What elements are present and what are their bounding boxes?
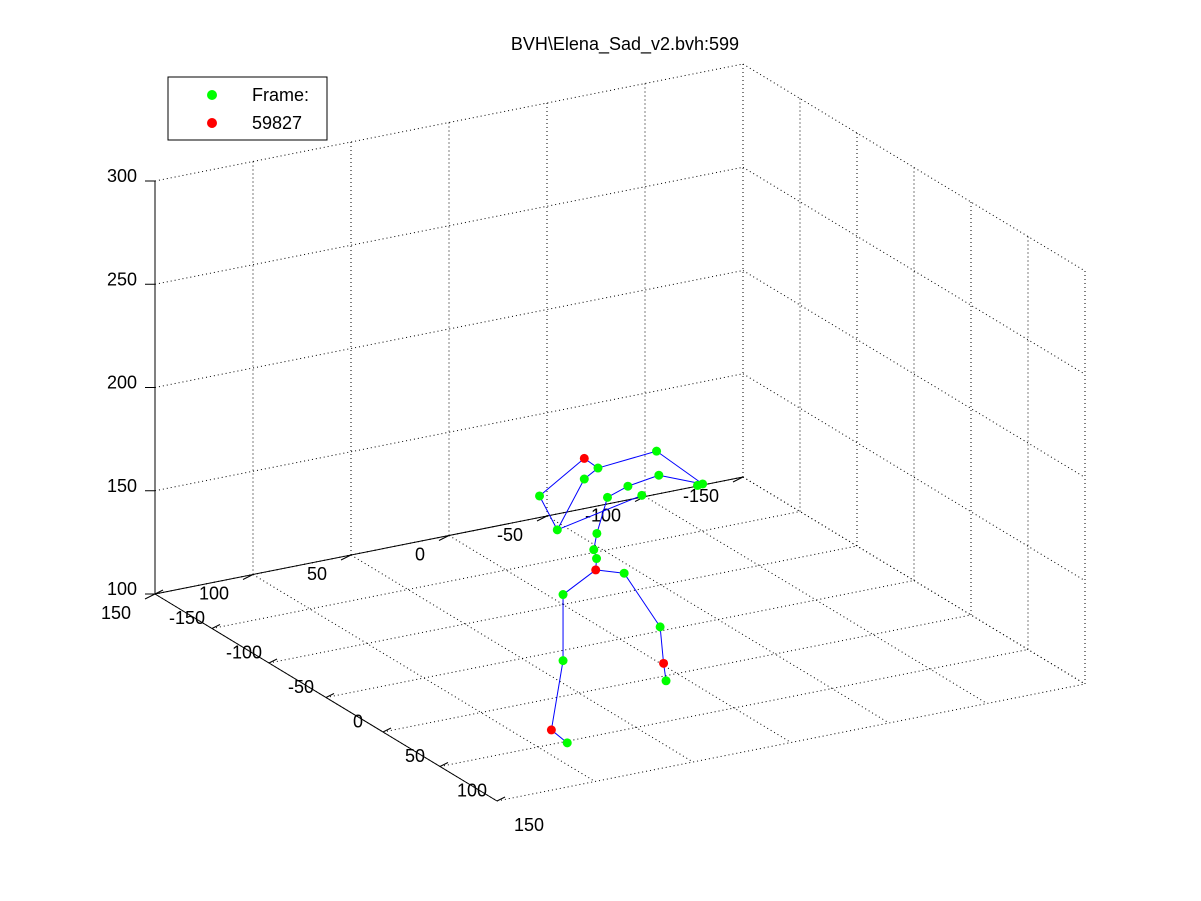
legend-label-frame-number: 59827 [252, 113, 302, 133]
y-tick-label: -100 [585, 506, 621, 526]
grid-line-x-floor [325, 580, 915, 698]
legend-box [167, 76, 328, 141]
skeleton-joint-point [558, 590, 568, 600]
y-tick-mark [340, 554, 352, 561]
x-tick-mark [325, 693, 335, 698]
grid-line-z-sidewall [154, 270, 744, 388]
skeleton-joint-point [602, 492, 612, 502]
y-tick-label: 0 [415, 545, 425, 565]
y-tick-mark [242, 574, 254, 580]
grid-line-x-floor [382, 614, 972, 733]
legend-label-frame: Frame: [252, 85, 309, 105]
skeleton-bone [557, 494, 642, 531]
skeleton-bone [550, 660, 564, 731]
skeleton-joint-point [592, 528, 602, 538]
skeleton-joint-point [661, 676, 671, 686]
z-tick-label: 250 [107, 269, 137, 289]
x-tick-label: -150 [169, 608, 205, 628]
legend: Frame: 59827 [167, 76, 328, 141]
grid-line-z-backwall [742, 166, 1086, 375]
skeleton-joint-point [535, 491, 545, 501]
y-tick-label: 150 [101, 603, 131, 623]
skeleton-joint-point [655, 622, 665, 632]
y-tick-mark [732, 476, 744, 483]
skeleton-joint-point [652, 446, 662, 456]
y-tick-label: 50 [307, 564, 327, 584]
y-tick-label: -50 [497, 525, 523, 545]
y-tick-label: -150 [683, 486, 719, 506]
skeleton-bone [623, 572, 661, 628]
y-tick-label: 100 [199, 584, 229, 604]
grid-line-y-floor [448, 535, 792, 743]
skeleton-bone [539, 495, 558, 531]
legend-marker-frame [207, 90, 217, 100]
legend-marker-frame-number [207, 118, 217, 128]
skeleton-bone [627, 474, 660, 487]
skeleton-bone [596, 497, 608, 534]
z-tick-label: 300 [107, 166, 137, 186]
skeleton-bone [597, 450, 657, 469]
skeleton-joint-point [592, 554, 602, 564]
skeleton-joints [535, 446, 708, 748]
skeleton-bone [659, 626, 665, 664]
z-tick-label: 150 [107, 476, 137, 496]
skeleton-bone [539, 458, 585, 497]
skeleton-joint-point [623, 481, 633, 491]
skeleton-joint-point [659, 658, 669, 668]
skeleton-joint-point [591, 565, 601, 575]
grid-line-z-backwall [742, 373, 1086, 582]
y-tick-mark [438, 535, 450, 541]
grid-line-y-floor [546, 515, 890, 724]
skeleton-joint-point [546, 725, 556, 735]
z-tick-label: 100 [107, 579, 137, 599]
skeleton-joint-point [589, 545, 599, 555]
z-tick-label: 200 [107, 373, 137, 393]
skeleton-joint-point [698, 479, 708, 489]
x-tick-mark [439, 762, 449, 767]
skeleton-joint-point [562, 738, 572, 748]
x-tick-mark [268, 658, 278, 664]
skeleton-joint-point [654, 470, 664, 480]
x-tick-label: 100 [457, 781, 487, 801]
skeleton-joint-point [558, 656, 568, 666]
x-tick-mark [154, 589, 164, 595]
tick-labels: -150 -100 -50 0 50 100 150 -150 -100 -50 0 50 100 150… [101, 166, 744, 835]
skeleton-bone [656, 450, 703, 485]
skeleton-bone [595, 569, 625, 574]
skeleton-bone [562, 569, 597, 595]
chart-title: BVH\Elena_Sad_v2.bvh:599 [511, 34, 739, 55]
grid-line-x-floor [439, 649, 1029, 767]
skeleton-joint-point [637, 490, 647, 500]
skeleton-joint-point [593, 463, 603, 473]
grid-line-z-backwall [742, 270, 1086, 478]
x-tick-mark [496, 796, 506, 802]
x-tick-label: 0 [353, 712, 363, 732]
skeleton-joint-point [552, 525, 562, 535]
skeleton-joint-point [619, 568, 629, 578]
grid-line-y-floor [644, 496, 988, 704]
x-tick-label: -100 [226, 643, 262, 663]
grid-lines [154, 63, 1086, 802]
y-tick-mark [536, 515, 548, 522]
x-tick-mark [382, 727, 392, 733]
skeleton-bone [556, 478, 585, 531]
y-tick-mark [144, 593, 156, 600]
skeleton-joint-point [579, 453, 589, 463]
x-tick-label: 50 [405, 746, 425, 766]
grid-line-y-floor [350, 554, 694, 763]
x-tick-mark [211, 624, 221, 629]
skeleton-joint-point [579, 474, 589, 484]
x-tick-label: 150 [514, 815, 544, 835]
x-tick-label: -50 [288, 677, 314, 697]
